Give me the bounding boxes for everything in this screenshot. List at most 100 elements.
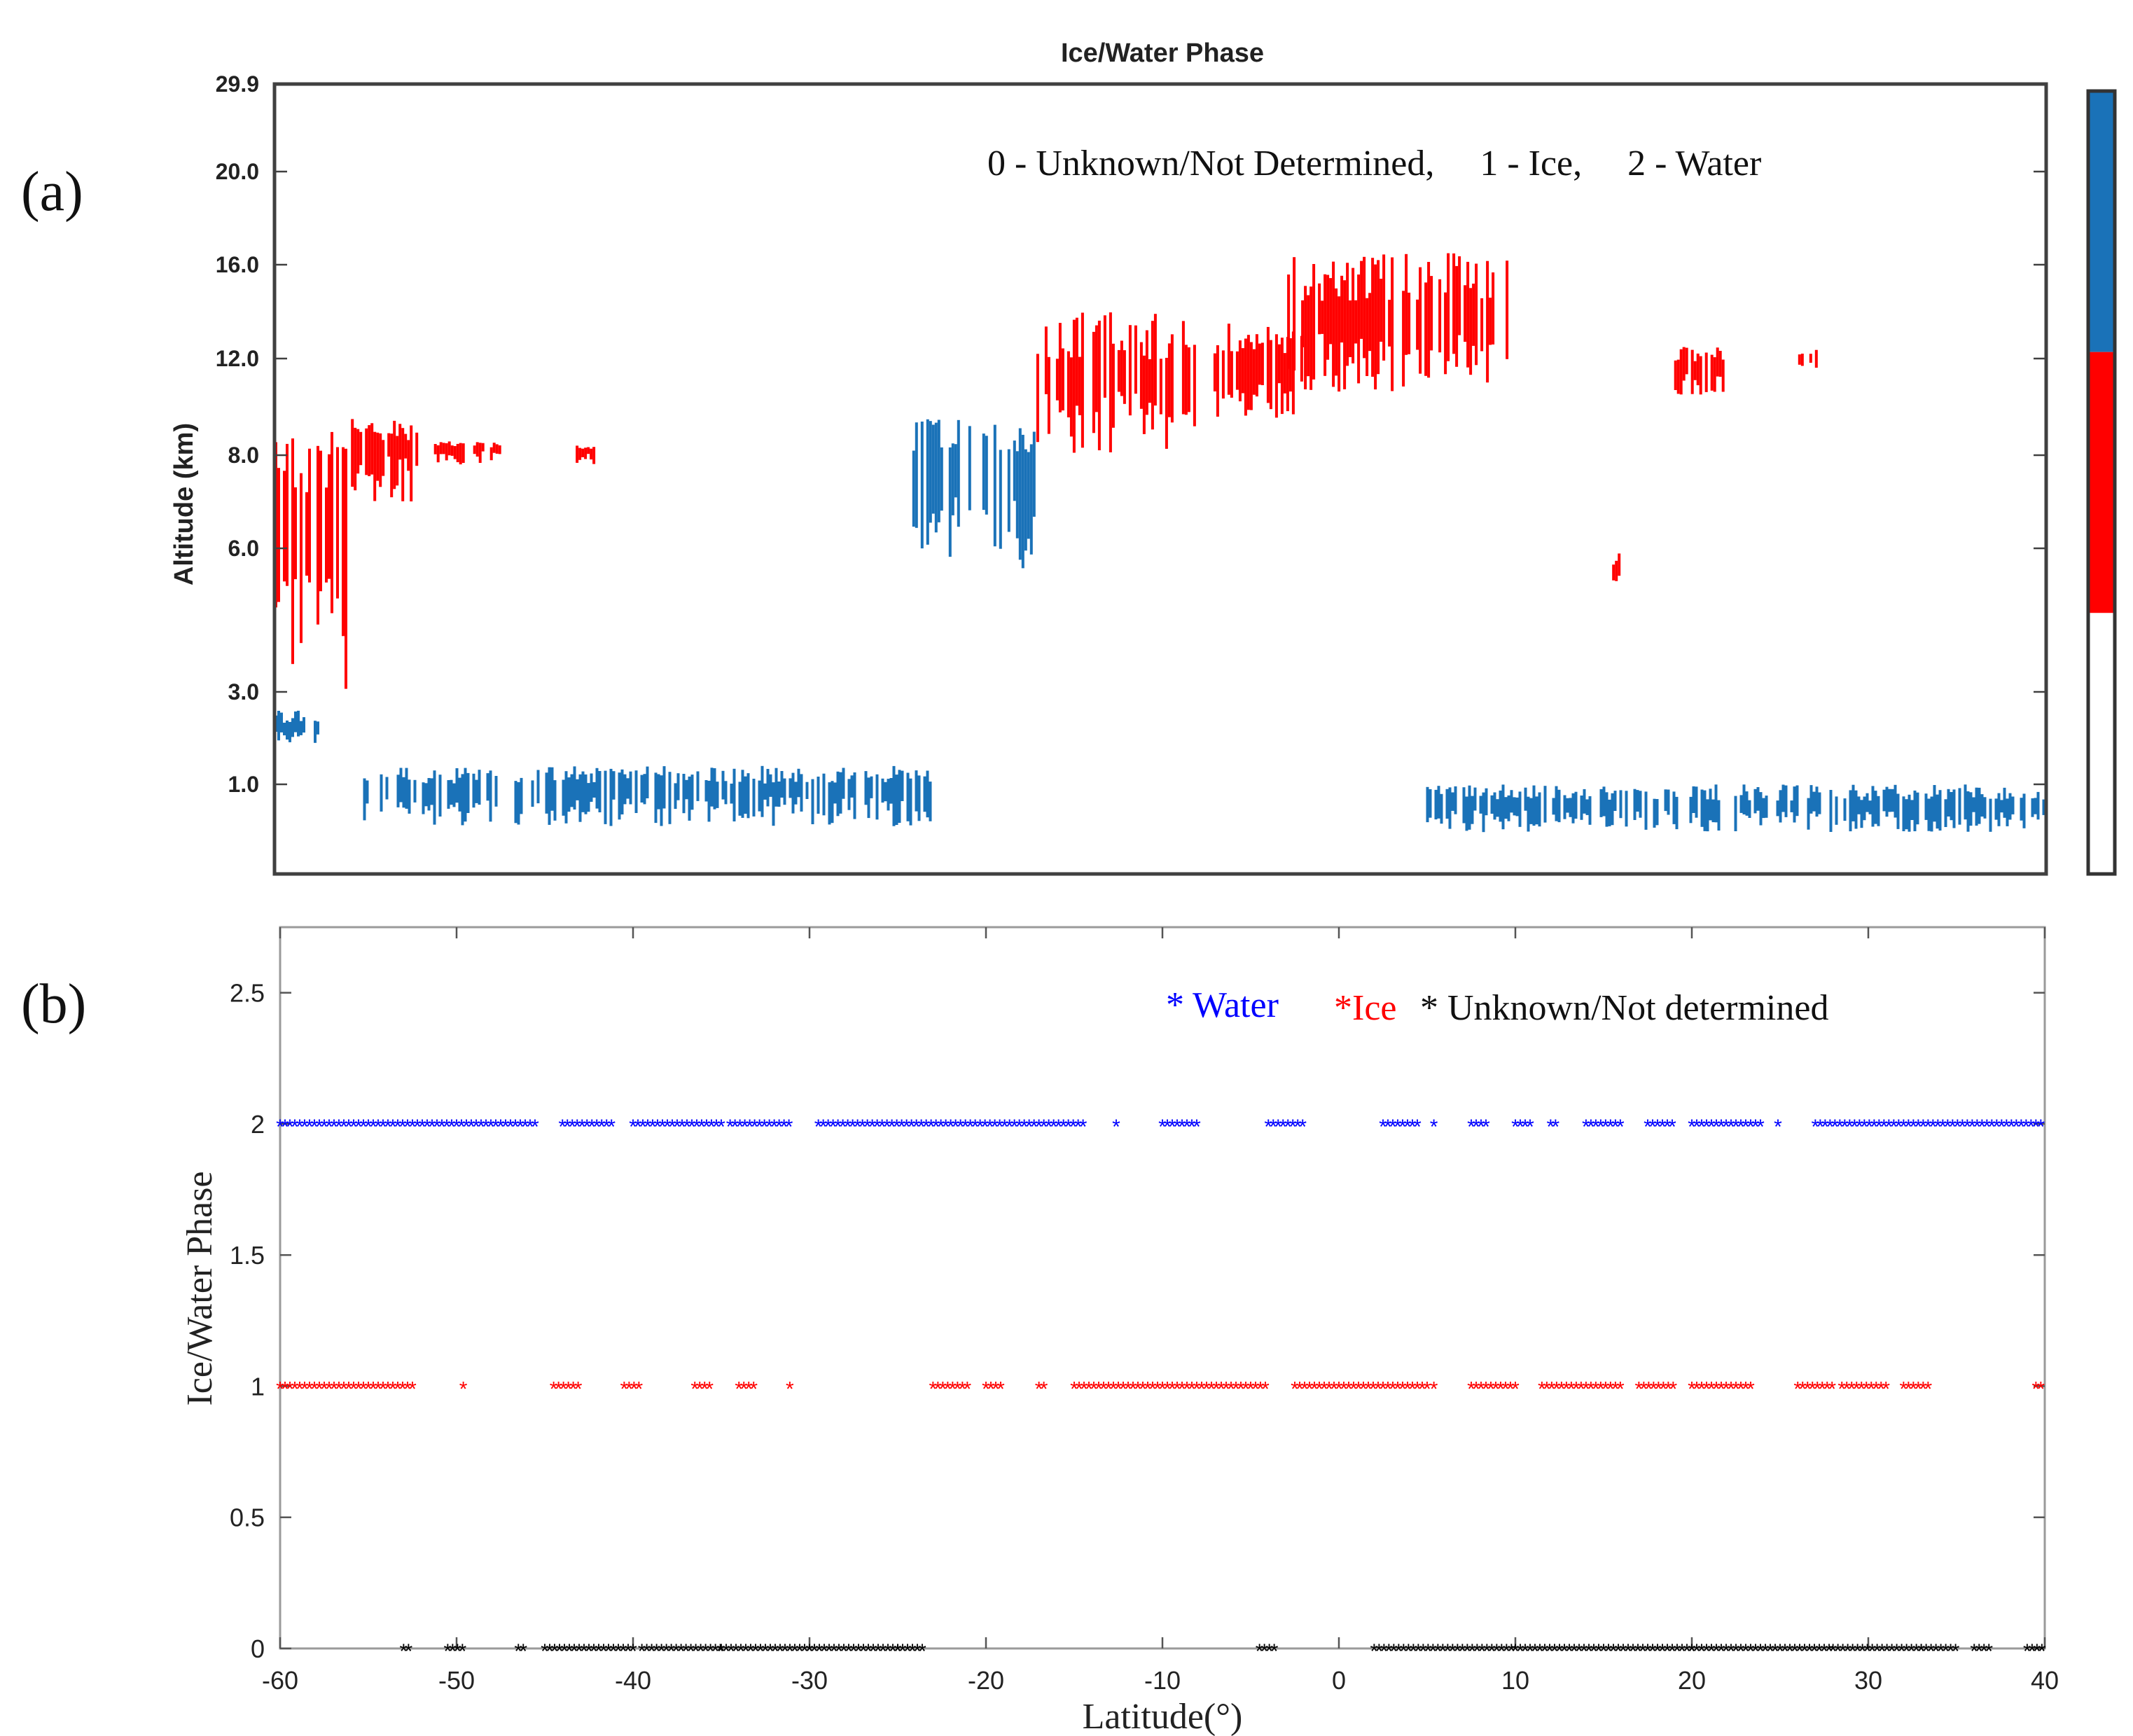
phase-column xyxy=(466,772,470,813)
marker-ice: * xyxy=(1139,1378,1147,1401)
marker-water: * xyxy=(296,1116,304,1139)
marker-water: * xyxy=(678,1116,686,1139)
phase-column xyxy=(1405,254,1408,355)
phase-column xyxy=(473,445,476,454)
phase-column xyxy=(850,775,854,798)
marker-water: * xyxy=(1511,1116,1520,1139)
marker-water: * xyxy=(472,1116,480,1139)
marker-unknown: * xyxy=(1483,1640,1492,1663)
marker-unknown: * xyxy=(1702,1640,1711,1663)
phase-column xyxy=(1307,295,1310,377)
marker-water: * xyxy=(467,1116,475,1139)
marker-water: * xyxy=(1663,1116,1672,1139)
phase-column xyxy=(1280,338,1284,415)
marker-ice: * xyxy=(1369,1378,1377,1401)
phase-column xyxy=(917,775,921,821)
marker-ice: * xyxy=(1104,1378,1113,1401)
phase-column xyxy=(399,768,403,803)
marker-water: * xyxy=(1079,1116,1088,1139)
phase-region-ice xyxy=(275,431,347,689)
marker-water: * xyxy=(1915,1116,1923,1139)
phase-column xyxy=(713,768,716,810)
marker-ice: * xyxy=(1197,1378,1206,1401)
marker-ice: * xyxy=(364,1378,373,1401)
marker-ice: * xyxy=(1611,1378,1620,1401)
phase-column xyxy=(1615,560,1618,581)
marker-unknown: * xyxy=(1820,1640,1828,1663)
phase-column xyxy=(758,780,761,812)
marker-ice: * xyxy=(1592,1378,1600,1401)
marker-unknown: * xyxy=(1599,1640,1608,1663)
panel-a-y-ticks: 29.9 20.0 16.0 12.0 8.0 6.0 3.0 1.0 xyxy=(216,71,2046,797)
marker-water: * xyxy=(1288,1116,1297,1139)
phase-column xyxy=(1148,359,1151,403)
phase-column xyxy=(407,440,410,471)
phase-column xyxy=(1765,796,1768,818)
marker-ice: * xyxy=(1538,1378,1546,1401)
phase-column xyxy=(1288,338,1292,392)
marker-water: * xyxy=(583,1116,591,1139)
marker-water: * xyxy=(320,1116,328,1139)
marker-ice: * xyxy=(345,1378,353,1401)
marker-unknown: * xyxy=(825,1640,833,1663)
phase-column xyxy=(957,419,960,527)
phase-column xyxy=(314,721,317,743)
phase-column xyxy=(1711,799,1715,823)
phase-column xyxy=(1695,786,1698,818)
marker-water: * xyxy=(629,1116,637,1139)
phase-column xyxy=(847,779,851,810)
marker-unknown: * xyxy=(595,1640,603,1663)
marker-unknown: * xyxy=(1415,1640,1423,1663)
marker-unknown: * xyxy=(751,1640,760,1663)
phase-column xyxy=(721,770,725,800)
phase-column xyxy=(385,777,389,800)
phase-column xyxy=(1613,791,1617,811)
phase-column xyxy=(1938,790,1942,831)
marker-ice: * xyxy=(1398,1378,1407,1401)
phase-column xyxy=(1944,799,1947,827)
marker-water: * xyxy=(349,1116,358,1139)
marker-water: * xyxy=(1668,1116,1676,1139)
phase-column xyxy=(590,773,593,802)
marker-unknown: * xyxy=(1712,1640,1721,1663)
phase-column xyxy=(760,765,764,817)
marker-ice: * xyxy=(1919,1378,1928,1401)
marker-ice: * xyxy=(1403,1378,1412,1401)
phase-column xyxy=(553,780,557,821)
phase-column xyxy=(1335,288,1338,376)
marker-water: * xyxy=(511,1116,520,1139)
phase-column xyxy=(926,770,929,818)
phase-column xyxy=(442,443,445,454)
phase-column xyxy=(430,778,433,805)
marker-water: * xyxy=(1193,1116,1201,1139)
marker-unknown: * xyxy=(835,1640,843,1663)
marker-unknown: * xyxy=(884,1640,892,1663)
phase-column xyxy=(545,772,548,814)
marker-ice: * xyxy=(1492,1378,1500,1401)
phase-region-ice xyxy=(1036,312,1196,453)
marker-unknown: * xyxy=(677,1640,686,1663)
marker-unknown: * xyxy=(913,1640,922,1663)
marker-unknown: * xyxy=(2033,1640,2041,1663)
marker-ice: * xyxy=(949,1378,957,1401)
phase-column xyxy=(920,422,924,549)
phase-column xyxy=(2011,796,2015,814)
phase-column xyxy=(1058,323,1062,412)
marker-unknown: * xyxy=(722,1640,730,1663)
marker-water: * xyxy=(644,1116,652,1139)
phase-column xyxy=(1416,299,1419,350)
phase-column xyxy=(415,432,419,466)
marker-water: * xyxy=(1885,1116,1894,1139)
marker-water: * xyxy=(947,1116,955,1139)
phase-column xyxy=(1515,797,1519,817)
marker-water: * xyxy=(487,1116,495,1139)
phase-column xyxy=(800,774,803,812)
marker-ice: * xyxy=(1124,1378,1132,1401)
phase-column xyxy=(289,721,291,742)
marker-water: * xyxy=(893,1116,901,1139)
marker-water: * xyxy=(981,1116,989,1139)
phase-column xyxy=(576,779,579,800)
phase-column xyxy=(766,769,770,807)
marker-ice: * xyxy=(1227,1378,1235,1401)
phase-column xyxy=(881,778,884,803)
